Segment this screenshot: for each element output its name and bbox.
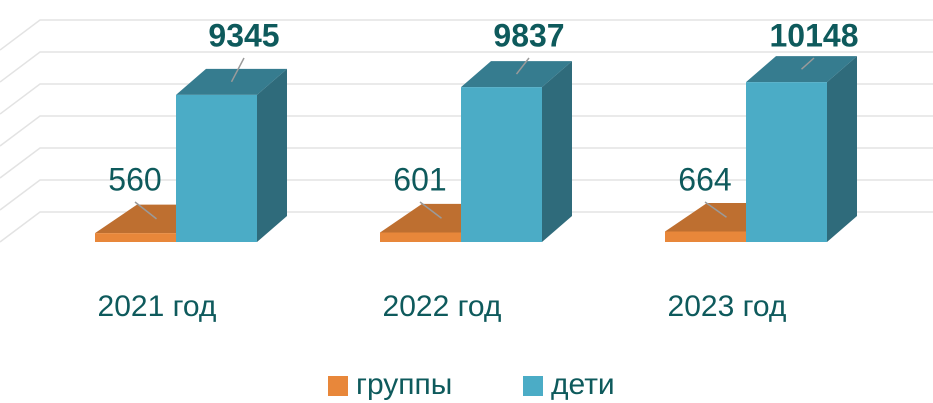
bar-side <box>257 68 287 242</box>
leader-line <box>515 57 530 75</box>
leader-line <box>230 57 245 83</box>
legend-label: группы <box>356 368 452 401</box>
x-tick-label: 2023 год <box>668 290 787 323</box>
bar-front <box>746 82 827 242</box>
bar-side <box>827 56 857 242</box>
leader-line <box>134 201 157 220</box>
legend-swatch <box>328 376 348 396</box>
leader-line <box>704 201 727 218</box>
legend-label: дети <box>551 368 615 401</box>
bar-side <box>542 61 572 243</box>
value-label: 664 <box>678 161 731 197</box>
leader-line <box>419 201 442 219</box>
x-tick-label: 2021 год <box>98 290 217 323</box>
bar <box>746 56 857 242</box>
bar-front <box>176 94 257 242</box>
legend-swatch <box>523 376 543 396</box>
bar <box>461 61 572 243</box>
x-tick-label: 2022 год <box>383 290 502 323</box>
value-label: 9837 <box>493 17 564 53</box>
value-label: 601 <box>393 161 446 197</box>
bar-front <box>380 232 461 242</box>
bar-front <box>461 87 542 242</box>
bar-front <box>95 233 176 242</box>
value-label: 560 <box>108 161 161 197</box>
bar-front <box>665 231 746 242</box>
value-label: 9345 <box>208 17 279 53</box>
bar <box>176 68 287 242</box>
value-label: 10148 <box>770 17 859 53</box>
back-grid <box>0 19 933 243</box>
leader-line <box>801 57 815 70</box>
